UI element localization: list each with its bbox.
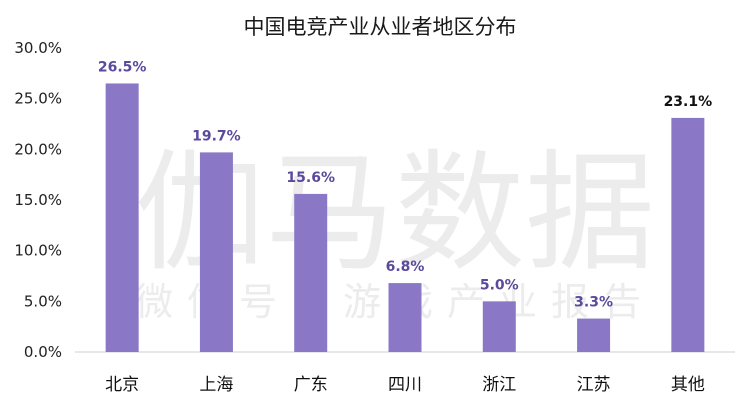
data-label: 6.8% (386, 259, 425, 275)
bar (105, 83, 139, 352)
y-tick-label: 0.0% (24, 343, 62, 361)
y-axis: 0.0% 5.0% 10.0% 15.0% 20.0% 25.0% 30.0% (14, 39, 62, 361)
data-label: 3.3% (574, 295, 613, 311)
x-tick-label: 江苏 (577, 375, 611, 395)
bar (388, 283, 422, 352)
y-tick-label: 25.0% (14, 90, 62, 108)
bars (105, 83, 705, 352)
bar (294, 193, 328, 352)
bar (482, 301, 516, 352)
chart-title: 中国电竞产业从业者地区分布 (244, 15, 517, 39)
x-axis: 北京 上海 广东 四川 浙江 江苏 其他 (75, 351, 735, 395)
data-label: 5.0% (480, 277, 519, 293)
x-tick-label: 四川 (388, 375, 422, 395)
x-tick-label: 其他 (671, 375, 705, 395)
data-label: 26.5% (98, 59, 147, 75)
x-tick-label: 广东 (294, 375, 328, 395)
y-tick-label: 20.0% (14, 140, 62, 158)
data-labels: 26.5% 19.7% 15.6% 6.8% 5.0% 3.3% 23.1% (98, 59, 712, 310)
data-label: 23.1% (664, 94, 713, 110)
x-tick-label: 浙江 (482, 375, 516, 395)
y-tick-label: 30.0% (14, 39, 62, 57)
y-tick-label: 5.0% (24, 292, 62, 310)
x-tick-label: 上海 (199, 375, 233, 395)
data-label: 15.6% (286, 170, 335, 186)
bar (577, 318, 611, 352)
bar (671, 117, 705, 352)
data-label: 19.7% (192, 128, 241, 144)
y-tick-label: 10.0% (14, 242, 62, 260)
x-tick-label: 北京 (105, 375, 139, 395)
bar (199, 152, 233, 352)
y-tick-label: 15.0% (14, 191, 62, 209)
